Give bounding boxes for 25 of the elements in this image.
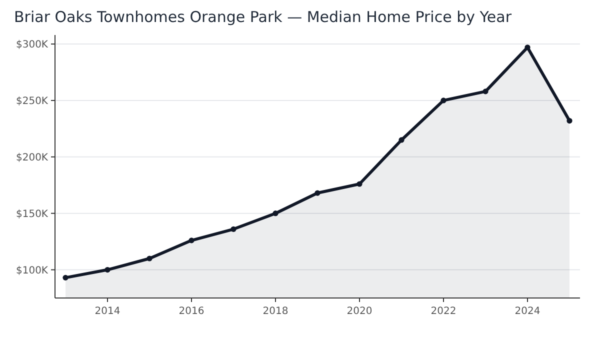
x-tick-label: 2024 [514,306,540,317]
point [104,266,110,273]
x-tick-label: 2016 [178,306,204,317]
point [314,190,320,196]
x-tick-label: 2020 [346,306,372,317]
y-tick-label: $150K [16,208,48,220]
point [230,226,236,232]
point [566,118,572,124]
y-tick-label: $100K [16,265,48,276]
point [146,256,152,262]
point [440,98,446,104]
point [482,88,488,94]
x-tick-label: 2022 [430,306,456,317]
point [524,44,530,50]
x-tick-label: 2014 [94,306,120,317]
y-tick-label: $300K [16,40,48,51]
point [398,137,404,143]
y-tick-label: $250K [16,96,48,107]
x-tick-label: 2018 [262,306,288,317]
point [272,210,278,216]
point [356,181,362,187]
point [188,238,194,244]
point [62,274,68,280]
chart-title: Briar Oaks Townhomes Orange Park — Median Home Price by Year [14,8,512,26]
y-tick-label: $200K [16,152,48,164]
